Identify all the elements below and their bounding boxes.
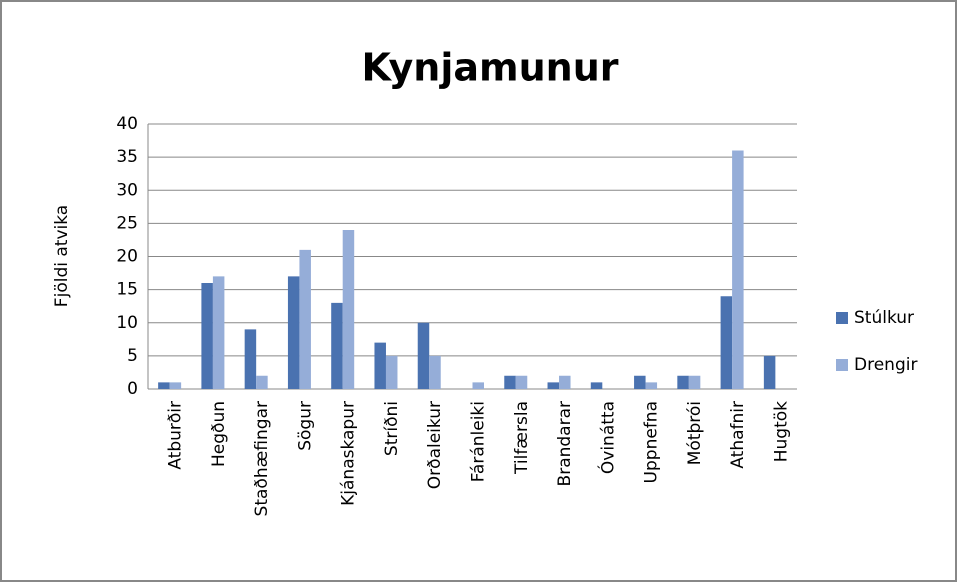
bar — [720, 296, 733, 389]
y-tick-label: 0 — [127, 379, 138, 399]
y-tick-label: 10 — [116, 313, 138, 333]
x-tick-label: Sögur — [295, 401, 315, 451]
x-tick-label: Orðaleikur — [425, 401, 445, 489]
bar — [559, 375, 571, 389]
bar — [504, 375, 516, 389]
y-tick-label: 5 — [127, 346, 138, 366]
bar — [732, 150, 744, 389]
x-tick-label: Hugtök — [771, 401, 791, 462]
y-tick-label: 35 — [116, 147, 138, 167]
x-tick-label: Uppnefna — [642, 401, 662, 483]
bar — [158, 382, 170, 389]
bar — [688, 375, 701, 389]
y-axis-label: Fjöldi atvika — [52, 205, 72, 307]
y-tick-label: 30 — [116, 180, 138, 200]
x-tick-label: Mótþrói — [685, 401, 705, 465]
y-tick-label: 15 — [116, 280, 138, 300]
bar — [287, 276, 300, 389]
legend-swatch — [836, 359, 848, 371]
legend-label: Stúlkur — [854, 308, 914, 328]
bar — [472, 382, 484, 389]
x-tick-label: Kjánaskapur — [339, 401, 359, 506]
x-tick-label: Hegðun — [209, 401, 229, 467]
bar — [385, 355, 398, 389]
bar — [169, 382, 182, 389]
x-tick-label: Brandarar — [555, 401, 575, 486]
bar — [342, 230, 355, 389]
legend-swatch — [836, 312, 848, 324]
x-tick-label: Atburðir — [166, 401, 186, 470]
x-tick-label: Stríðni — [382, 401, 402, 456]
bar — [515, 375, 528, 389]
bar — [634, 375, 646, 389]
bar — [677, 375, 689, 389]
bar — [763, 355, 776, 389]
bar — [256, 375, 268, 389]
y-tick-label: 20 — [116, 247, 138, 267]
x-tick-label: Fáránleiki — [469, 401, 489, 482]
bar — [374, 342, 386, 389]
bar — [590, 382, 603, 389]
y-tick-label: 25 — [116, 213, 138, 233]
bar — [331, 302, 343, 389]
x-tick-label: Tilfærsla — [512, 401, 532, 475]
x-tick-label: Óvinátta — [596, 401, 618, 474]
bar — [547, 382, 560, 389]
bar — [417, 322, 430, 389]
x-tick-label: Staðhæfingar — [252, 401, 272, 516]
bar — [201, 283, 213, 389]
bar — [645, 382, 658, 389]
bar — [299, 249, 311, 389]
chart-title: Kynjamunur — [361, 46, 618, 90]
bar — [212, 276, 225, 389]
legend-label: Drengir — [854, 355, 917, 375]
bar — [244, 329, 257, 389]
y-tick-label: 40 — [116, 114, 138, 134]
bar — [429, 355, 441, 389]
x-tick-label: Athafnir — [728, 401, 748, 469]
